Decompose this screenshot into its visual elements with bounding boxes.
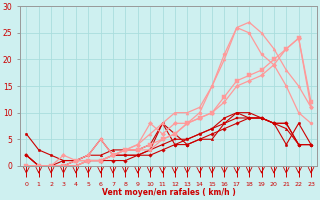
X-axis label: Vent moyen/en rafales ( km/h ): Vent moyen/en rafales ( km/h ) [102, 188, 236, 197]
